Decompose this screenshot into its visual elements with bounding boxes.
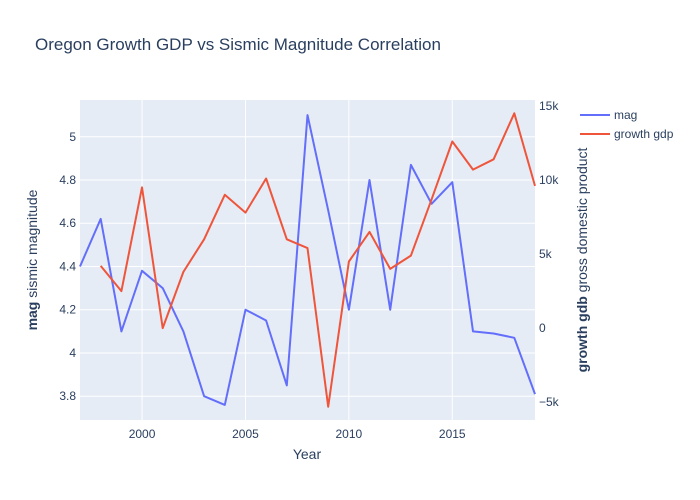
right-y-axis-title-bold: growth gdb: [574, 296, 590, 372]
right-y-tick-label: 10k: [539, 173, 559, 187]
left-y-tick-label: 4.4: [59, 259, 76, 273]
left-y-tick-label: 4.6: [59, 216, 76, 230]
right-y-tick-label: −5k: [539, 395, 560, 409]
x-tick-label: 2005: [232, 427, 259, 441]
legend-label-growth-gdp: growth gdp: [614, 127, 674, 141]
series-lines: [79, 112, 536, 408]
series-line-growth-gdp[interactable]: [99, 112, 536, 408]
left-y-axis-ticks: 3.8 4 4.2 4.4 4.6 4.8 5: [59, 130, 76, 403]
right-y-tick-label: 15k: [539, 99, 559, 113]
x-axis-ticks: 2000 2005 2010 2015: [129, 427, 466, 441]
right-y-axis-title: growth gdb gross domestic product: [574, 147, 590, 372]
x-axis-title: Year: [293, 446, 322, 462]
right-y-tick-label: 5k: [539, 247, 553, 261]
legend-item-growth-gdp[interactable]: growth gdp: [580, 127, 674, 141]
left-y-tick-label: 5: [69, 130, 76, 144]
left-y-tick-label: 4.2: [59, 303, 76, 317]
chart-title: Oregon Growth GDP vs Sismic Magnitude Co…: [35, 35, 441, 54]
left-y-axis-title: mag sismic magnitude: [24, 189, 40, 330]
legend-item-mag[interactable]: mag: [580, 108, 637, 122]
legend-label-mag: mag: [614, 108, 637, 122]
right-y-tick-label: 0: [539, 321, 546, 335]
left-y-tick-label: 4: [69, 346, 76, 360]
legend: mag growth gdp: [580, 108, 674, 141]
x-tick-label: 2010: [336, 427, 363, 441]
left-y-axis-title-rest: sismic magnitude: [24, 189, 40, 301]
right-y-axis-ticks: −5k 0 5k 10k 15k: [539, 99, 560, 409]
left-y-axis-title-bold: mag: [24, 302, 40, 331]
left-y-tick-label: 4.8: [59, 173, 76, 187]
plot-area: [80, 100, 535, 420]
right-y-axis-title-rest: gross domestic product: [574, 147, 590, 296]
x-tick-label: 2015: [439, 427, 466, 441]
left-y-tick-label: 3.8: [59, 389, 76, 403]
x-tick-label: 2000: [129, 427, 156, 441]
